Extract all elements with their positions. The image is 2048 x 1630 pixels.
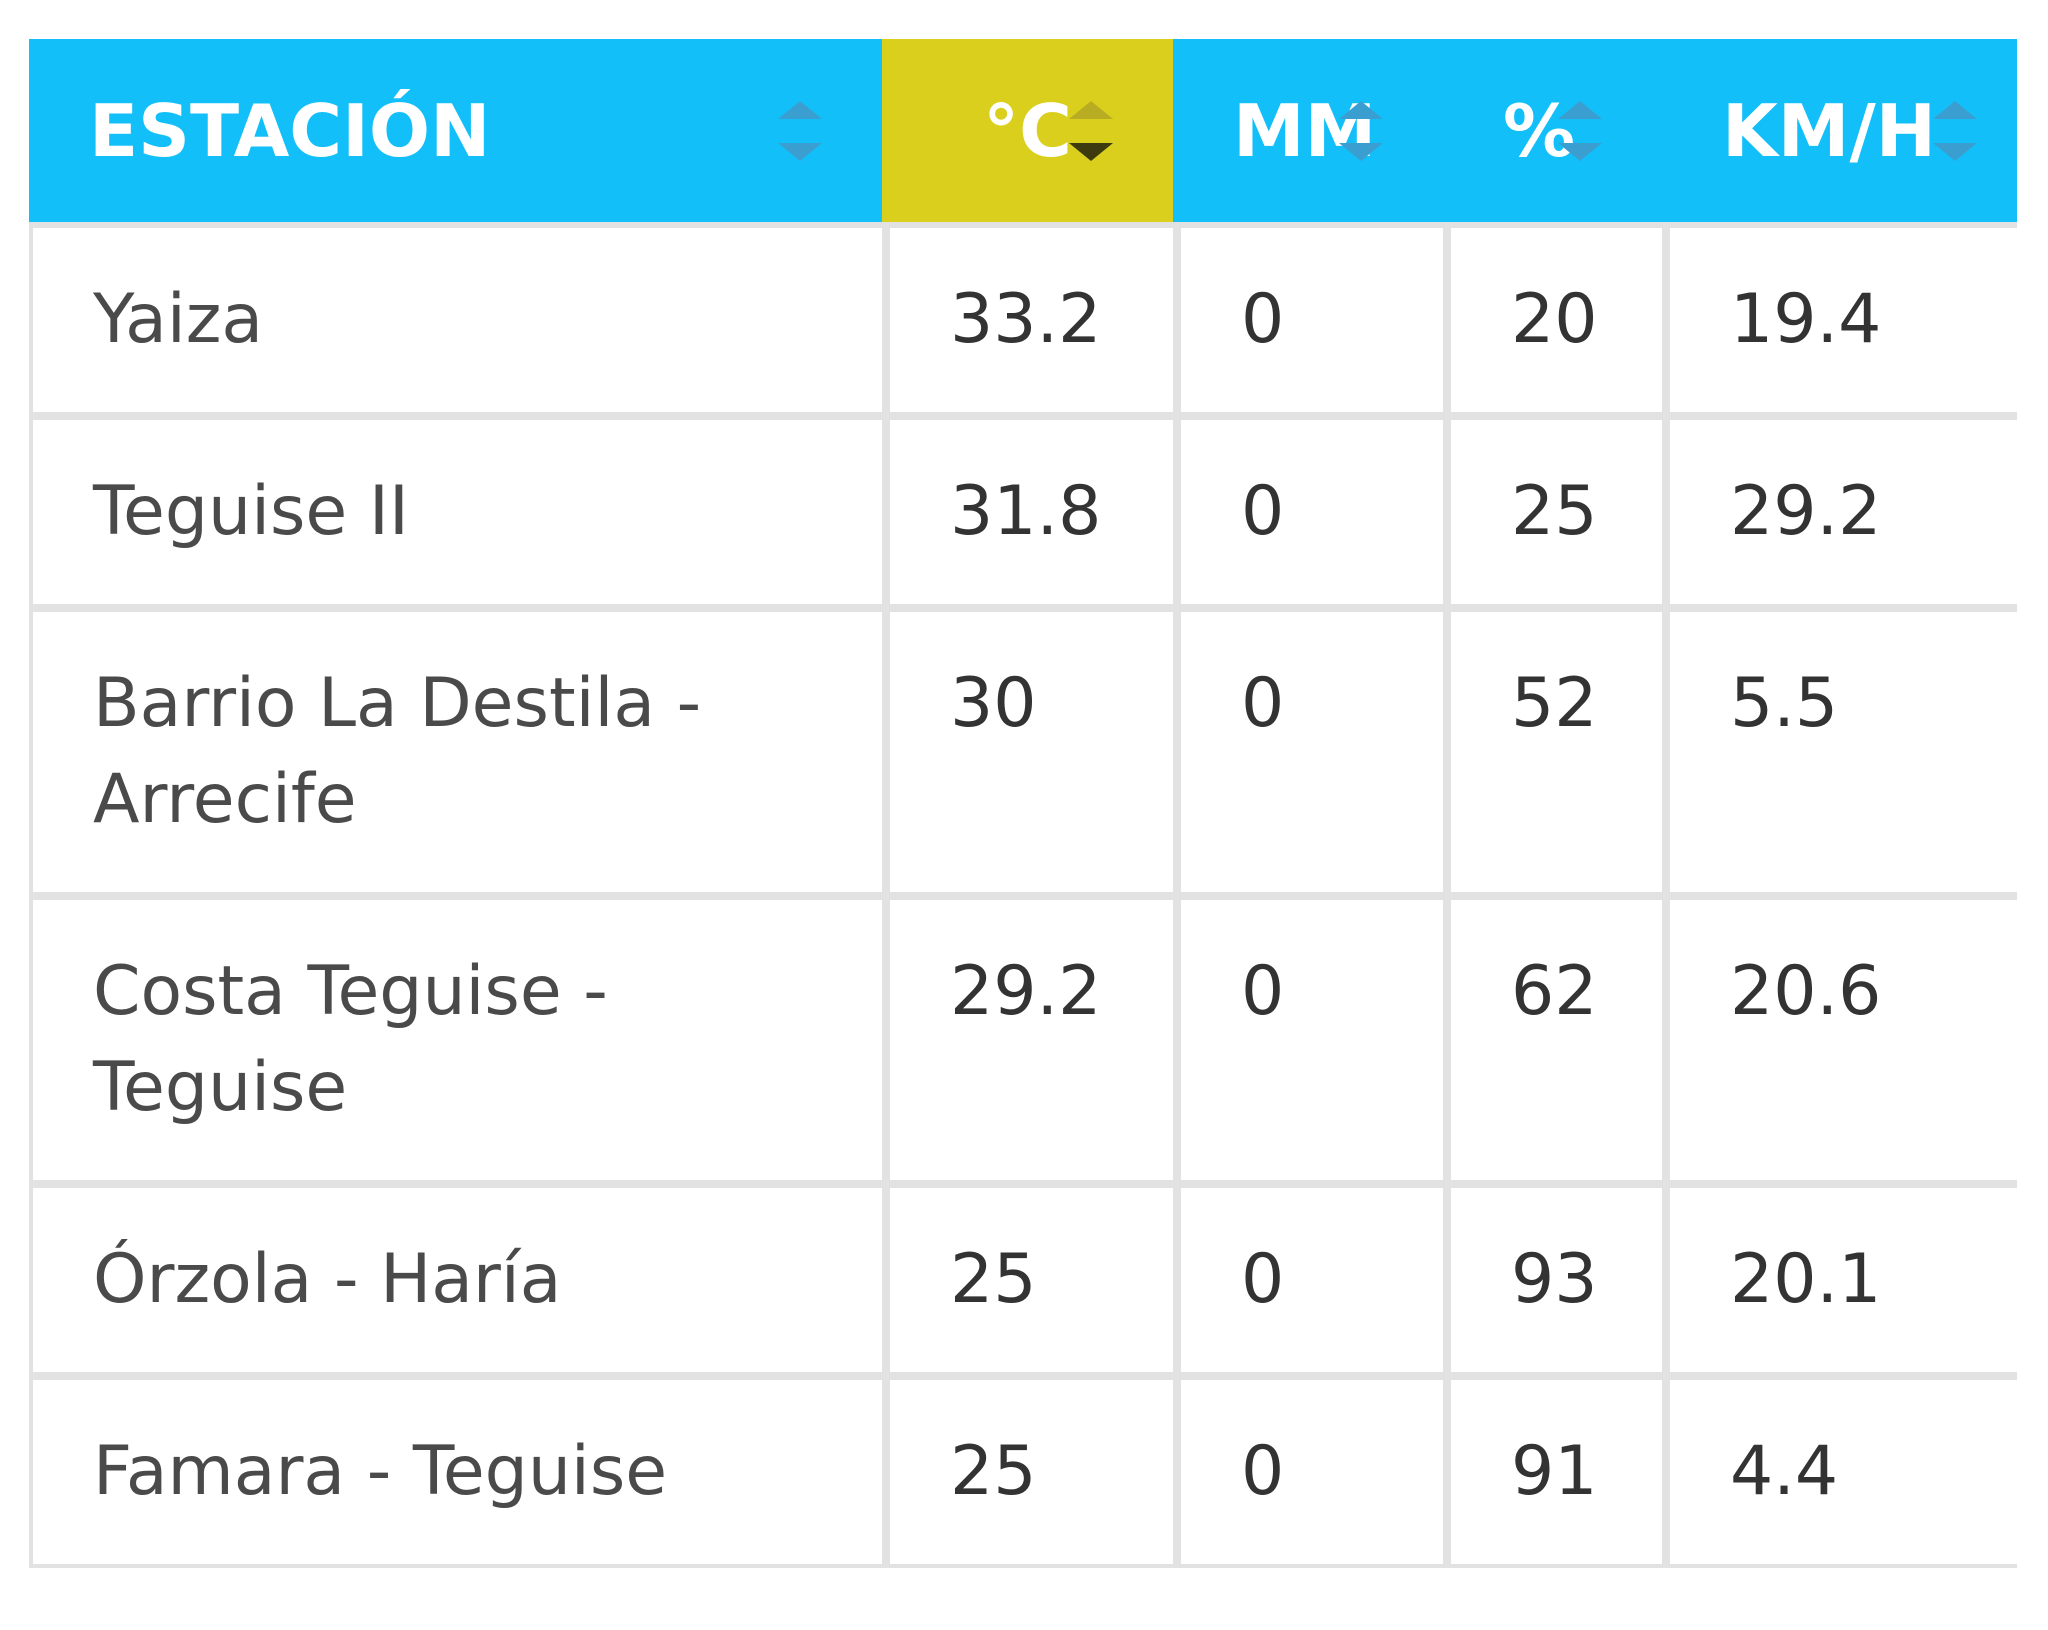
header-cell[interactable]: °C	[882, 39, 1173, 222]
value-cell: 25	[890, 1188, 1173, 1372]
value-cell: 19.4	[1670, 228, 2021, 412]
header-label: KM/H	[1722, 88, 1936, 173]
value-cell: 31.8	[890, 420, 1173, 604]
value-cell: 0	[1181, 1380, 1443, 1564]
value-cell: 20.6	[1670, 900, 2021, 1180]
header-label: MM	[1233, 88, 1377, 173]
station-cell: Costa Teguise - Teguise	[33, 900, 882, 1180]
header-label: ESTACIÓN	[89, 88, 491, 173]
header-label: °C	[983, 88, 1072, 173]
header-cell[interactable]: KM/H	[1662, 39, 2017, 222]
station-cell: Barrio La Destila - Arrecife	[33, 612, 882, 892]
station-cell: Órzola - Haría	[33, 1188, 882, 1372]
station-cell: Famara - Teguise	[33, 1380, 882, 1564]
value-cell: 0	[1181, 228, 1443, 412]
sort-icon	[778, 101, 822, 161]
header-label: %	[1503, 88, 1576, 173]
sort-icon	[1558, 101, 1602, 161]
value-cell: 0	[1181, 900, 1443, 1180]
value-cell: 33.2	[890, 228, 1173, 412]
table-header: ESTACIÓN °C MM % KM/H	[29, 39, 2017, 222]
value-cell: 52	[1451, 612, 1662, 892]
value-cell: 20.1	[1670, 1188, 2021, 1372]
table-body: Yaiza 33.2 0 20 19.4 Teguise II 31.8 0 25 29.2 Bar…	[29, 222, 2021, 1568]
value-cell: 0	[1181, 420, 1443, 604]
value-cell: 91	[1451, 1380, 1662, 1564]
value-cell: 4.4	[1670, 1380, 2021, 1564]
sort-icon	[1933, 101, 1977, 161]
weather-table: ESTACIÓN °C MM % KM/H Yaiza 33.2 0 20 19.4 Te…	[29, 39, 2021, 1568]
value-cell: 0	[1181, 612, 1443, 892]
sort-icon	[1339, 101, 1383, 161]
value-cell: 62	[1451, 900, 1662, 1180]
header-cell[interactable]: MM	[1173, 39, 1443, 222]
value-cell: 93	[1451, 1188, 1662, 1372]
sort-icon	[1069, 101, 1113, 161]
value-cell: 25	[1451, 420, 1662, 604]
value-cell: 5.5	[1670, 612, 2021, 892]
value-cell: 29.2	[890, 900, 1173, 1180]
station-cell: Yaiza	[33, 228, 882, 412]
header-cell[interactable]: %	[1443, 39, 1662, 222]
value-cell: 25	[890, 1380, 1173, 1564]
value-cell: 30	[890, 612, 1173, 892]
value-cell: 29.2	[1670, 420, 2021, 604]
value-cell: 0	[1181, 1188, 1443, 1372]
value-cell: 20	[1451, 228, 1662, 412]
header-cell[interactable]: ESTACIÓN	[29, 39, 882, 222]
station-cell: Teguise II	[33, 420, 882, 604]
